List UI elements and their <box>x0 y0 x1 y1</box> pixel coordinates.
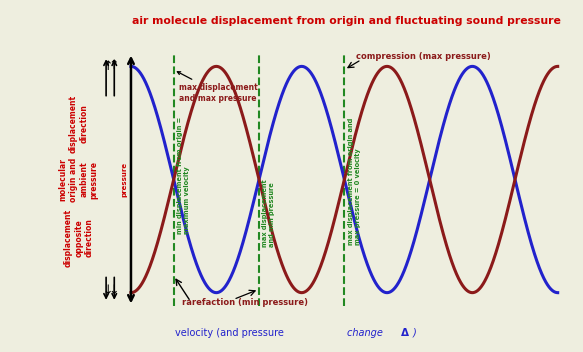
Text: air molecule displacement from origin and fluctuating sound pressure: air molecule displacement from origin an… <box>132 16 561 26</box>
Text: min displacement from origin =
maximum velocity: min displacement from origin = maximum v… <box>177 117 190 234</box>
Text: velocity (and pressure: velocity (and pressure <box>175 328 287 338</box>
Text: compression (max pressure): compression (max pressure) <box>356 52 491 61</box>
Text: displacement
direction: displacement direction <box>69 95 89 153</box>
Text: ): ) <box>413 328 416 338</box>
Text: max displacement
and max pressure: max displacement and max pressure <box>177 72 258 103</box>
Text: molecular
origin and
ambient
pressure: molecular origin and ambient pressure <box>59 157 99 202</box>
Text: ↓: ↓ <box>103 284 113 297</box>
Text: change: change <box>347 328 386 338</box>
Text: Δ: Δ <box>401 328 409 338</box>
Text: pressure: pressure <box>121 162 127 197</box>
Text: ↑: ↑ <box>103 61 113 73</box>
Text: max displacement
and min pressure: max displacement and min pressure <box>262 180 275 247</box>
Text: rarefaction (min pressure): rarefaction (min pressure) <box>182 298 308 307</box>
Text: max displacement from origin and
max pressure = 0 velocity: max displacement from origin and max pre… <box>347 117 361 245</box>
Text: ↑: ↑ <box>108 59 119 71</box>
Text: ↓: ↓ <box>108 284 119 297</box>
Text: displacement
opposite
direction: displacement opposite direction <box>64 209 94 267</box>
